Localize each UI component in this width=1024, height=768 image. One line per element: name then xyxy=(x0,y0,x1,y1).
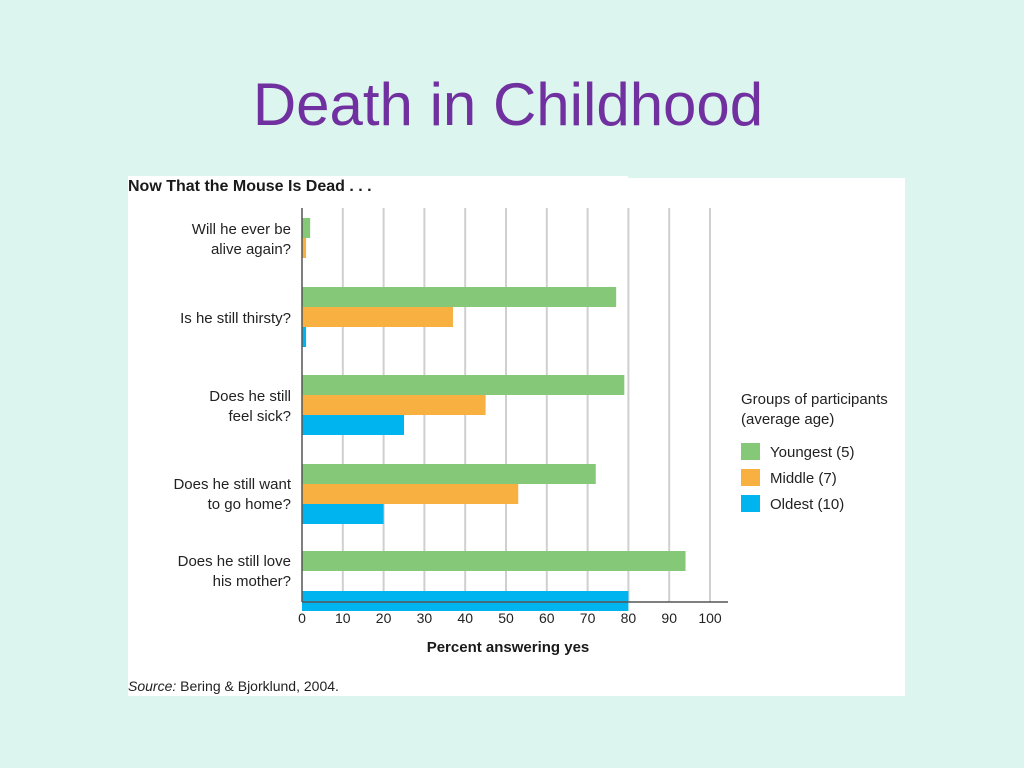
x-tick-label: 50 xyxy=(498,610,514,626)
category-label: Is he still thirsty? xyxy=(180,310,291,327)
legend-title: (average age) xyxy=(741,411,834,428)
x-tick-label: 100 xyxy=(698,610,722,626)
category-label: alive again? xyxy=(211,241,291,258)
legend-title: Groups of participants xyxy=(741,391,888,408)
legend-label: Oldest (10) xyxy=(770,496,844,513)
x-tick-label: 90 xyxy=(661,610,677,626)
x-tick-label: 80 xyxy=(621,610,637,626)
category-label: feel sick? xyxy=(228,408,291,425)
chart-title: Now That the Mouse Is Dead . . . xyxy=(128,176,628,200)
bar-middle xyxy=(302,484,519,504)
bar-oldest xyxy=(302,591,629,611)
legend-label: Middle (7) xyxy=(770,470,837,487)
bar-youngest xyxy=(302,218,311,238)
x-tick-label: 30 xyxy=(417,610,433,626)
bar-oldest xyxy=(302,415,404,435)
category-label: Does he still want xyxy=(173,476,291,493)
x-tick-label: 10 xyxy=(335,610,351,626)
bar-oldest xyxy=(302,504,384,524)
x-tick-label: 0 xyxy=(298,610,306,626)
source-citation: Source: Bering & Bjorklund, 2004. xyxy=(128,678,339,694)
category-label: to go home? xyxy=(208,496,291,513)
bar-middle xyxy=(302,238,307,258)
category-label: his mother? xyxy=(213,573,291,590)
category-label: Will he ever be xyxy=(192,221,291,238)
bar-youngest xyxy=(302,375,625,395)
source-label: Source: xyxy=(128,678,177,694)
bar-middle xyxy=(302,395,486,415)
category-label: Does he still xyxy=(209,388,291,405)
bar-middle xyxy=(302,307,453,327)
legend-swatch xyxy=(741,443,760,460)
legend-swatch xyxy=(741,469,760,486)
x-tick-label: 60 xyxy=(539,610,555,626)
bar-youngest xyxy=(302,551,686,571)
x-tick-label: 70 xyxy=(580,610,596,626)
x-tick-label: 20 xyxy=(376,610,392,626)
slide-title: Death in Childhood xyxy=(252,71,764,138)
bar-oldest xyxy=(302,327,307,347)
source-text: Bering & Bjorklund, 2004. xyxy=(176,678,339,694)
bar-youngest xyxy=(302,464,596,484)
legend-label: Youngest (5) xyxy=(770,444,855,461)
category-label: Does he still love xyxy=(178,553,291,570)
x-tick-label: 40 xyxy=(457,610,473,626)
legend-swatch xyxy=(741,495,760,512)
bar-youngest xyxy=(302,287,617,307)
x-axis-label: Percent answering yes xyxy=(427,639,590,656)
